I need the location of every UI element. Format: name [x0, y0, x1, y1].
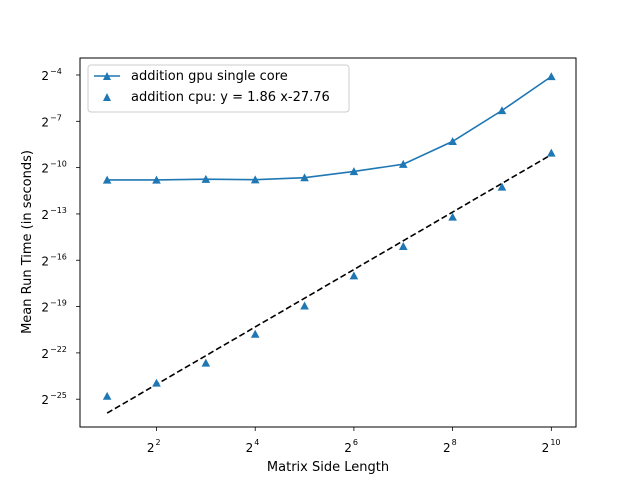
legend-frame	[87, 64, 350, 113]
y-tick-label: 2	[41, 69, 49, 83]
y-tick-exponent: −7	[50, 113, 62, 122]
y-tick-label: 2	[41, 208, 49, 222]
y-tick-exponent: −25	[50, 391, 67, 400]
x-tick-label: 2	[147, 441, 155, 455]
series-gpu-point	[497, 106, 507, 115]
series-cpu-point	[201, 358, 211, 367]
series-gpu-point	[201, 174, 211, 183]
x-tick-label: 2	[344, 441, 352, 455]
fit-line	[106, 153, 552, 414]
series-gpu-point	[349, 167, 359, 176]
series-cpu-point	[448, 212, 457, 221]
legend-label-gpu: addition gpu single core	[131, 69, 288, 84]
y-axis-label: Mean Run Time (in seconds)	[20, 150, 35, 334]
x-tick-exponent: 10	[550, 438, 560, 447]
y-tick-label: 2	[41, 393, 49, 407]
x-tick-label: 2	[542, 441, 550, 455]
y-tick-exponent: −16	[50, 252, 67, 261]
plot-frame	[79, 57, 577, 428]
series-cpu-point	[152, 378, 161, 387]
x-tick-label: 2	[246, 441, 254, 455]
y-tick-exponent: −13	[50, 206, 67, 215]
series-cpu-point	[300, 301, 309, 310]
series-cpu-point	[497, 182, 507, 191]
y-tick-label: 2	[41, 301, 49, 315]
legend: addition gpu single core addition cpu: y…	[87, 64, 350, 113]
legend-marker-cpu	[103, 93, 111, 101]
series-gpu-point	[448, 137, 457, 146]
series-cpu-point	[250, 329, 260, 338]
y-tick-exponent: −22	[50, 345, 67, 354]
x-tick-exponent: 6	[353, 438, 358, 447]
x-tick-label: 2	[443, 441, 451, 455]
x-tick-exponent: 2	[155, 438, 160, 447]
legend-marker-gpu	[103, 72, 111, 80]
legend-label-cpu: addition cpu: y = 1.86 x-27.76	[131, 90, 330, 105]
series-gpu-point	[250, 175, 260, 184]
x-axis: 2 2 2 4 2 6 2 8 2 10	[147, 427, 561, 455]
x-tick-exponent: 8	[452, 438, 457, 447]
y-axis: 2 −252 −222 −192 −162 −132 −102 −72 −4	[41, 67, 80, 407]
y-tick-label: 2	[41, 115, 49, 129]
series-cpu-point	[349, 271, 359, 280]
series-gpu-point	[398, 159, 408, 168]
series-cpu-point	[102, 391, 112, 400]
series-gpu-point	[102, 175, 112, 184]
y-tick-exponent: −19	[50, 299, 67, 308]
series-cpu-point	[547, 148, 556, 157]
series-gpu-line	[107, 75, 552, 181]
series-gpu-point	[152, 175, 161, 184]
y-tick-exponent: −4	[50, 67, 62, 76]
x-axis-label: Matrix Side Length	[267, 460, 389, 475]
plot-area	[102, 72, 556, 414]
series-gpu-point	[300, 173, 309, 182]
y-tick-label: 2	[41, 347, 49, 361]
x-tick-exponent: 4	[254, 438, 259, 447]
y-tick-label: 2	[41, 162, 49, 176]
series-gpu-point	[547, 72, 556, 81]
series-cpu-point	[398, 242, 408, 251]
y-tick-exponent: −10	[50, 160, 67, 169]
y-tick-label: 2	[41, 254, 49, 268]
